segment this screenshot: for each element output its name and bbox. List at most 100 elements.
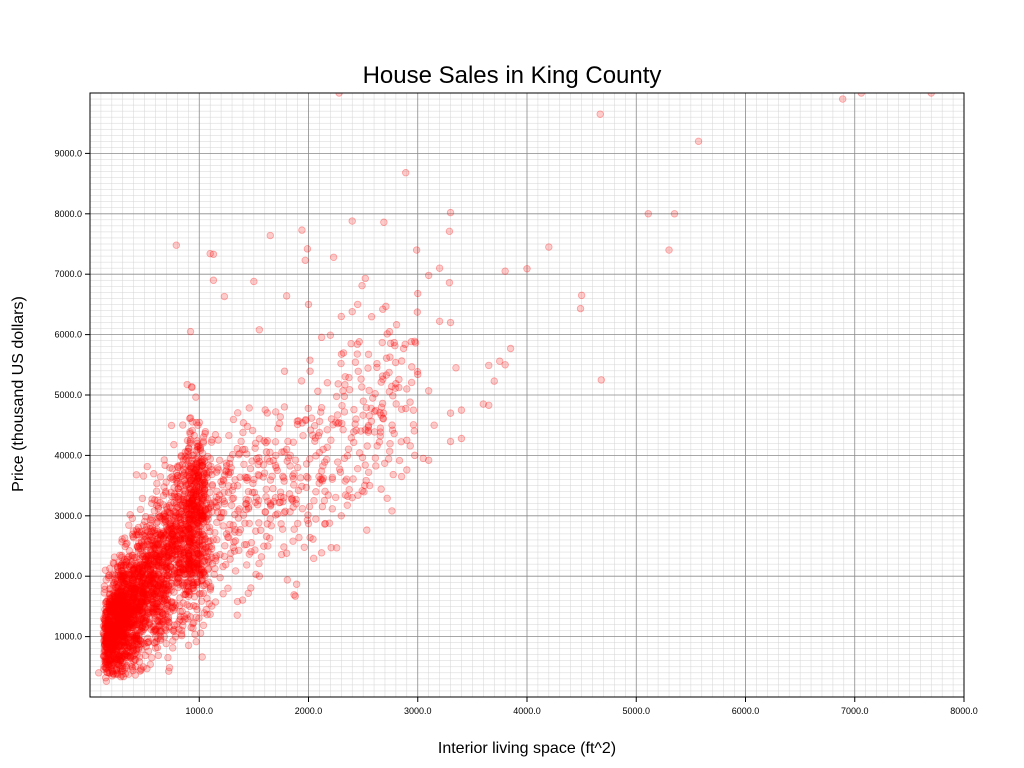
data-point (340, 408, 349, 416)
data-point (138, 576, 147, 585)
data-point (445, 227, 454, 236)
data-point (162, 523, 171, 531)
data-point (189, 510, 198, 519)
data-point (135, 619, 143, 628)
data-point (136, 617, 144, 625)
data-point (192, 637, 200, 646)
data-point (165, 618, 173, 627)
data-point (104, 640, 112, 648)
data-point (174, 471, 182, 480)
data-point (229, 415, 238, 424)
data-point (161, 531, 169, 540)
data-point (277, 550, 286, 559)
data-point (122, 628, 130, 637)
data-point (207, 466, 216, 474)
data-point (136, 573, 145, 581)
data-point (235, 451, 243, 459)
data-point (577, 291, 586, 300)
data-point (137, 527, 146, 536)
data-point (111, 612, 119, 620)
x-axis-ticks: 1000.0 2000.0 3000.0 4000.0 5000.0 6000.0 7000… (185, 697, 978, 716)
data-point (148, 499, 156, 508)
data-point (195, 537, 203, 546)
data-point (136, 606, 144, 614)
data-point (380, 218, 388, 226)
data-point (173, 533, 181, 541)
data-point (359, 411, 367, 419)
data-point (304, 474, 312, 482)
data-point (154, 514, 162, 522)
data-point (169, 532, 177, 540)
data-point (145, 575, 154, 583)
data-point (166, 562, 175, 571)
data-point (506, 344, 515, 353)
data-point (133, 563, 141, 571)
data-point (414, 370, 422, 379)
data-point (95, 669, 103, 677)
data-point (142, 597, 151, 605)
data-point (184, 456, 193, 464)
data-point (376, 432, 384, 440)
data-point (149, 602, 157, 610)
data-point (157, 575, 166, 583)
data-point (177, 552, 186, 560)
data-point (101, 623, 109, 632)
y-tick-label: 7000.0 (54, 269, 82, 279)
data-point (152, 540, 160, 548)
data-point (402, 404, 410, 413)
data-point (255, 326, 264, 334)
data-point (125, 588, 133, 596)
data-point (133, 618, 142, 626)
data-point (136, 667, 144, 675)
data-point (139, 543, 147, 551)
data-point (137, 598, 145, 606)
data-point (157, 572, 166, 581)
data-point (135, 607, 143, 616)
data-point (358, 487, 366, 495)
data-point (210, 570, 218, 579)
data-point (214, 436, 222, 444)
data-point (190, 527, 198, 536)
data-point (195, 474, 203, 482)
data-point (159, 586, 167, 594)
data-point (151, 570, 159, 578)
data-point (113, 624, 121, 633)
data-point (182, 528, 191, 536)
data-point (113, 624, 122, 633)
data-point (196, 543, 204, 551)
data-point (110, 592, 118, 600)
data-point (105, 657, 114, 666)
data-point (165, 667, 173, 675)
data-point (403, 466, 411, 474)
data-point (132, 583, 141, 591)
data-point (385, 327, 394, 336)
data-point (114, 582, 123, 590)
data-point (119, 592, 128, 600)
data-point (175, 461, 184, 470)
data-point (283, 576, 292, 584)
data-point (137, 585, 146, 593)
data-point (127, 602, 135, 611)
data-point (120, 633, 128, 641)
x-tick-label: 4000.0 (513, 706, 541, 716)
data-point (337, 312, 345, 321)
data-point (168, 543, 177, 551)
data-point (169, 522, 178, 531)
x-tick-label: 5000.0 (622, 706, 650, 716)
data-point (105, 655, 114, 664)
data-point (312, 488, 320, 496)
data-point (182, 511, 191, 519)
data-point (189, 499, 198, 508)
data-point (152, 637, 161, 646)
data-point (154, 502, 162, 511)
data-point (173, 501, 181, 509)
data-point (371, 454, 380, 462)
data-point (161, 596, 169, 605)
data-point (221, 542, 229, 550)
data-point (185, 602, 194, 611)
data-point (177, 510, 186, 519)
data-point (162, 563, 171, 571)
data-point (197, 509, 205, 518)
data-point (132, 637, 141, 645)
data-point (328, 505, 336, 513)
